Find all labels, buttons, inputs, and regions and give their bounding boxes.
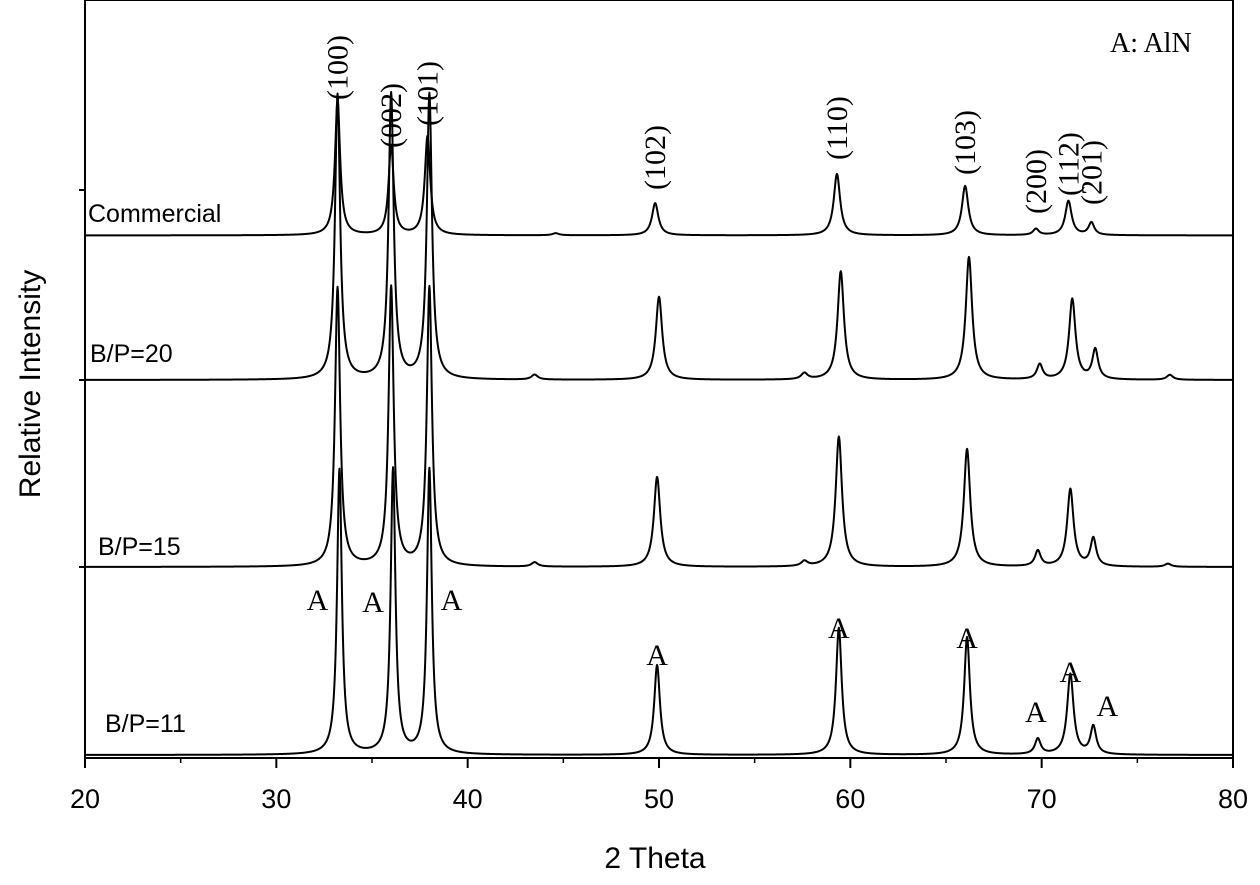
- hkl-label: (110): [821, 96, 854, 160]
- phase-marker: A: [956, 622, 978, 655]
- x-tick-label: 20: [70, 784, 100, 814]
- x-tick-label: 50: [644, 784, 674, 814]
- hkl-label: (201): [1075, 140, 1108, 205]
- x-axis-title: 2 Theta: [604, 842, 706, 875]
- x-tick-label: 30: [261, 784, 291, 814]
- axes: 20 30 40 50 60 70 80: [70, 189, 1248, 814]
- phase-marker: A: [307, 584, 329, 617]
- hkl-label: (101): [411, 61, 444, 126]
- hkl-annotations: (100) (002) (101) (102) (110) (103) (200) (112)…: [322, 35, 1109, 214]
- trace-b-p-11: [84, 466, 1234, 756]
- series-label: Commercial: [88, 200, 221, 228]
- hkl-label: (100): [322, 35, 355, 100]
- phase-marker: A: [1025, 696, 1047, 729]
- series-labels: Commercial B/P=20 B/P=15 B/P=11: [88, 200, 221, 738]
- hkl-label: (102): [639, 125, 672, 190]
- hkl-label: (112): [1052, 132, 1085, 196]
- series-label: B/P=20: [90, 340, 173, 368]
- phase-marker: A: [1060, 656, 1082, 689]
- hkl-label: (103): [949, 110, 982, 175]
- x-tick-label: 80: [1218, 784, 1248, 814]
- hkl-label: (200): [1020, 149, 1053, 214]
- phase-marker: A: [362, 586, 384, 619]
- phase-marker: A: [828, 612, 850, 645]
- trace-b-p-20: [84, 91, 1234, 381]
- y-axis-title: Relative Intensity: [14, 270, 47, 498]
- phase-marker: A: [646, 639, 668, 672]
- legend-note: A: AlN: [1110, 28, 1192, 59]
- trace-commercial: [84, 98, 1234, 237]
- x-tick-label: 70: [1027, 784, 1057, 814]
- trace-b-p-15: [84, 284, 1234, 568]
- series-label: B/P=11: [105, 710, 186, 738]
- traces: [84, 91, 1234, 756]
- hkl-label: (002): [375, 83, 408, 148]
- x-tick-label: 40: [453, 784, 483, 814]
- phase-marker: A: [1096, 690, 1118, 723]
- x-tick-label: 60: [835, 784, 865, 814]
- phase-marker: A: [441, 584, 463, 617]
- series-label: B/P=15: [98, 533, 181, 561]
